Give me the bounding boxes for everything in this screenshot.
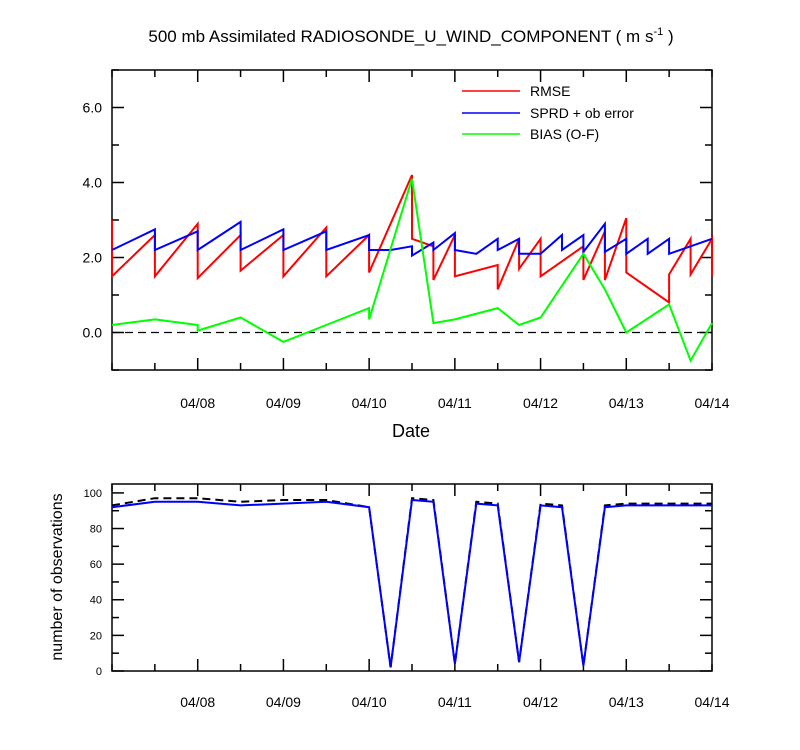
top-y-tick-label: 0.0 — [83, 325, 103, 341]
y-axis-title-observations: number of observations — [49, 493, 66, 660]
top-series-group — [111, 174, 713, 363]
bottom-plot-frame — [111, 483, 713, 672]
top-series-line-0 — [111, 174, 713, 305]
top-x-tick-label: 04/11 — [438, 395, 472, 411]
top-x-tick-label: 04/13 — [609, 395, 644, 411]
top-x-tick-label: 04/09 — [266, 395, 301, 411]
top-y-tick-label: 2.0 — [83, 250, 103, 266]
bottom-axes-ticks: 04/08 04/09 04/10 04/11 04/12 04/13 04/14 0 20 40… — [84, 484, 730, 710]
bottom-x-tick-label: 04/13 — [609, 694, 644, 710]
legend-label-bias: BIAS (O-F) — [530, 126, 599, 142]
top-series-line-1 — [111, 220, 713, 258]
chart-title: 500 mb Assimilated RADIOSONDE_U_WIND_COM… — [148, 26, 673, 46]
bottom-x-tick-label: 04/10 — [352, 694, 387, 710]
legend: RMSE SPRD + ob error BIAS (O-F) — [462, 83, 634, 142]
bottom-y-tick-label: 20 — [90, 630, 102, 642]
bottom-y-tick-label: 60 — [90, 559, 102, 571]
bottom-x-tick-label: 04/14 — [694, 694, 729, 710]
legend-label-rmse: RMSE — [530, 83, 570, 99]
legend-label-sprd: SPRD + ob error — [530, 105, 634, 121]
top-x-tick-label: 04/12 — [523, 395, 558, 411]
bottom-series-line-1 — [111, 498, 712, 668]
top-axes-ticks: 04/08 04/09 04/10 04/11 04/12 04/13 04/14 0.0 2.… — [83, 69, 730, 411]
top-y-tick-label: 6.0 — [83, 100, 103, 116]
top-x-tick-label: 04/10 — [352, 395, 387, 411]
bottom-y-tick-label: 40 — [90, 595, 102, 607]
bottom-y-tick-label: 0 — [96, 666, 102, 678]
bottom-x-tick-label: 04/11 — [438, 694, 472, 710]
top-x-tick-label: 04/14 — [694, 395, 729, 411]
bottom-y-tick-label: 100 — [84, 488, 102, 500]
bottom-series-group — [111, 497, 712, 668]
bottom-x-tick-label: 04/08 — [180, 694, 215, 710]
bottom-y-tick-label: 80 — [90, 523, 102, 535]
bottom-x-tick-label: 04/09 — [266, 694, 301, 710]
top-x-tick-label: 04/08 — [180, 395, 215, 411]
x-axis-title: Date — [392, 421, 430, 441]
bottom-series-line-0 — [111, 497, 712, 668]
bottom-x-tick-label: 04/12 — [523, 694, 558, 710]
top-series-line-2 — [111, 178, 713, 363]
top-y-tick-label: 4.0 — [83, 175, 103, 191]
